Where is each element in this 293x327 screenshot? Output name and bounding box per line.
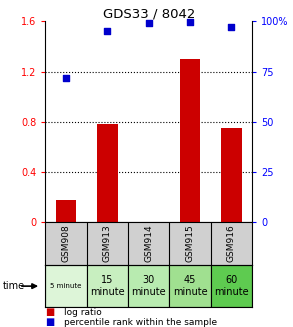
Text: GSM908: GSM908 — [62, 225, 71, 263]
Bar — [180, 59, 200, 222]
Bar — [97, 124, 118, 222]
Bar — [169, 265, 211, 307]
Text: percentile rank within the sample: percentile rank within the sample — [64, 318, 218, 327]
Bar — [87, 265, 128, 307]
Text: 5 minute: 5 minute — [50, 283, 82, 289]
Point — [105, 29, 110, 34]
Bar — [128, 265, 169, 307]
Text: GSM913: GSM913 — [103, 225, 112, 263]
Text: 45
minute: 45 minute — [173, 275, 207, 297]
Bar — [211, 265, 252, 307]
Text: 30
minute: 30 minute — [131, 275, 166, 297]
Text: log ratio: log ratio — [64, 308, 102, 317]
Text: 15
minute: 15 minute — [90, 275, 125, 297]
Text: 60
minute: 60 minute — [214, 275, 249, 297]
Text: GSM915: GSM915 — [185, 225, 195, 263]
Point — [64, 75, 69, 80]
Text: ■: ■ — [45, 307, 55, 317]
Text: GSM916: GSM916 — [227, 225, 236, 263]
Text: GSM914: GSM914 — [144, 225, 153, 263]
Point — [188, 20, 193, 25]
Text: ■: ■ — [45, 317, 55, 327]
Text: time: time — [3, 281, 25, 291]
Bar — [56, 200, 76, 222]
Point — [229, 25, 234, 30]
Point — [146, 21, 151, 26]
Title: GDS33 / 8042: GDS33 / 8042 — [103, 7, 195, 20]
Bar — [221, 128, 242, 222]
Bar — [45, 265, 87, 307]
